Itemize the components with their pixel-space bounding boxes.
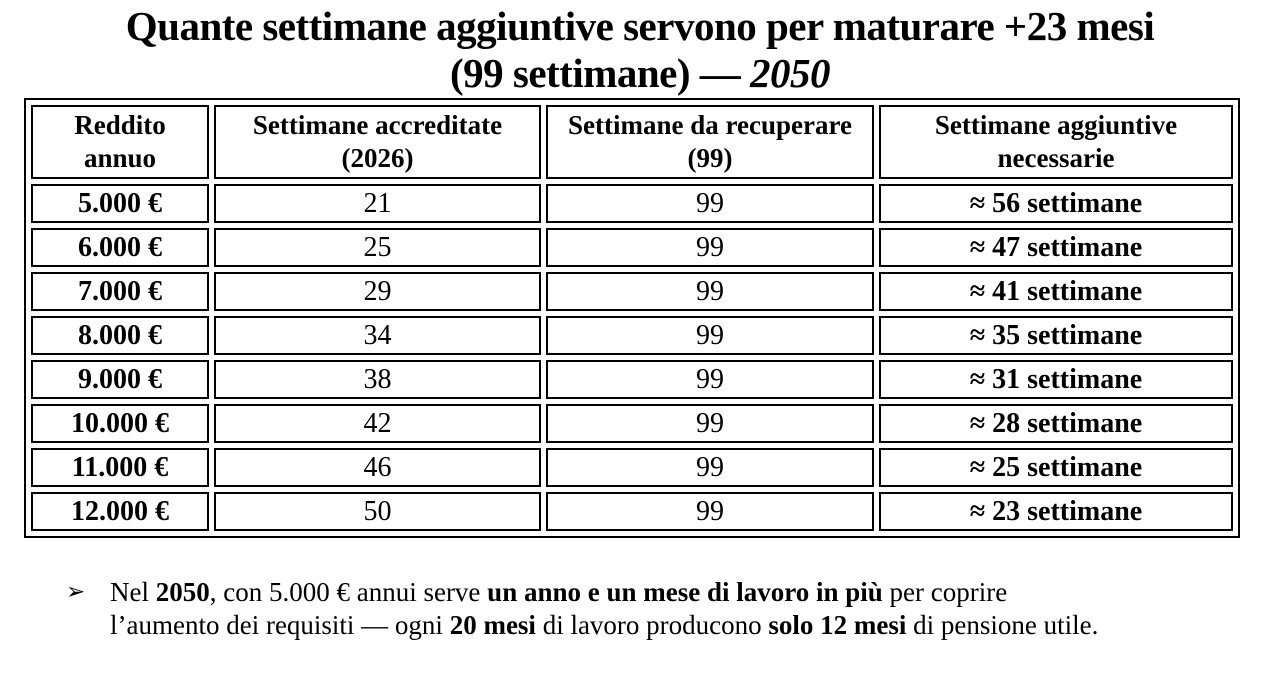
title-line2-prefix: (99 settimane) — xyxy=(449,50,751,96)
cell-accreditate: 42 xyxy=(214,404,541,443)
cell-recuperare: 99 xyxy=(546,272,874,311)
footnote-segment: di lavoro producono xyxy=(535,610,769,640)
cell-reddito: 8.000 € xyxy=(31,316,209,355)
cell-aggiuntive: ≈ 41 settimane xyxy=(879,272,1233,311)
header-settimane-recuperare: Settimane da recuperare (99) xyxy=(546,105,874,179)
header-row: Reddito annuo Settimane accreditate (202… xyxy=(31,105,1233,179)
weeks-table: Reddito annuo Settimane accreditate (202… xyxy=(24,98,1240,538)
table-row: 12.000 € 50 99 ≈ 23 settimane xyxy=(31,492,1233,531)
cell-aggiuntive: ≈ 23 settimane xyxy=(879,492,1233,531)
header-settimane-accreditate: Settimane accreditate (2026) xyxy=(214,105,541,179)
cell-recuperare: 99 xyxy=(546,184,874,223)
table-row: 5.000 € 21 99 ≈ 56 settimane xyxy=(31,184,1233,223)
cell-accreditate: 25 xyxy=(214,228,541,267)
cell-reddito: 7.000 € xyxy=(31,272,209,311)
arrow-bullet-icon: ➢ xyxy=(66,579,86,605)
cell-reddito: 6.000 € xyxy=(31,228,209,267)
footnote-bold-20-mesi: 20 mesi xyxy=(449,610,536,640)
cell-reddito: 9.000 € xyxy=(31,360,209,399)
cell-recuperare: 99 xyxy=(546,404,874,443)
table-row: 7.000 € 29 99 ≈ 41 settimane xyxy=(31,272,1233,311)
footnote-line1: Nel 2050, con 5.000 € annui serve un ann… xyxy=(110,576,1098,609)
cell-recuperare: 99 xyxy=(546,228,874,267)
header-reddito-annuo: Reddito annuo xyxy=(31,105,209,179)
footnote-segment: per coprire xyxy=(882,577,1008,607)
footnote-bold-extra-work: un anno e un mese di lavoro in più xyxy=(487,577,883,607)
title-line2: (99 settimane) — 2050 xyxy=(449,50,831,96)
cell-accreditate: 46 xyxy=(214,448,541,487)
table-row: 11.000 € 46 99 ≈ 25 settimane xyxy=(31,448,1233,487)
cell-accreditate: 50 xyxy=(214,492,541,531)
footnote-segment: di pensione utile. xyxy=(906,610,1099,640)
footnote-segment: Nel xyxy=(110,577,156,607)
header-settimane-aggiuntive: Settimane aggiuntive necessarie xyxy=(879,105,1233,179)
table-row: 8.000 € 34 99 ≈ 35 settimane xyxy=(31,316,1233,355)
footnote-bold-year: 2050 xyxy=(155,577,210,607)
cell-reddito: 11.000 € xyxy=(31,448,209,487)
cell-recuperare: 99 xyxy=(546,316,874,355)
cell-accreditate: 29 xyxy=(214,272,541,311)
cell-aggiuntive: ≈ 28 settimane xyxy=(879,404,1233,443)
cell-recuperare: 99 xyxy=(546,360,874,399)
cell-accreditate: 34 xyxy=(214,316,541,355)
cell-recuperare: 99 xyxy=(546,448,874,487)
title-line1: Quante settimane aggiuntive servono per … xyxy=(125,3,1155,49)
title-year: 2050 xyxy=(750,50,831,96)
footnote-line2: l’aumento dei requisiti — ogni 20 mesi d… xyxy=(110,609,1098,642)
cell-aggiuntive: ≈ 25 settimane xyxy=(879,448,1233,487)
table-row: 6.000 € 25 99 ≈ 47 settimane xyxy=(31,228,1233,267)
cell-aggiuntive: ≈ 31 settimane xyxy=(879,360,1233,399)
cell-accreditate: 21 xyxy=(214,184,541,223)
cell-reddito: 12.000 € xyxy=(31,492,209,531)
cell-recuperare: 99 xyxy=(546,492,874,531)
footnote-segment: l’aumento dei requisiti — ogni xyxy=(110,610,450,640)
footnote-segment: , con 5.000 € annui serve xyxy=(209,577,488,607)
cell-accreditate: 38 xyxy=(214,360,541,399)
table-row: 10.000 € 42 99 ≈ 28 settimane xyxy=(31,404,1233,443)
cell-reddito: 10.000 € xyxy=(31,404,209,443)
table-row: 9.000 € 38 99 ≈ 31 settimane xyxy=(31,360,1233,399)
footnote: ➢ Nel 2050, con 5.000 € annui serve un a… xyxy=(66,576,1280,642)
cell-reddito: 5.000 € xyxy=(31,184,209,223)
page-title: Quante settimane aggiuntive servono per … xyxy=(0,0,1280,97)
footnote-text: Nel 2050, con 5.000 € annui serve un ann… xyxy=(110,576,1098,642)
cell-aggiuntive: ≈ 47 settimane xyxy=(879,228,1233,267)
cell-aggiuntive: ≈ 56 settimane xyxy=(879,184,1233,223)
cell-aggiuntive: ≈ 35 settimane xyxy=(879,316,1233,355)
footnote-bold-solo-12-mesi: solo 12 mesi xyxy=(768,610,907,640)
